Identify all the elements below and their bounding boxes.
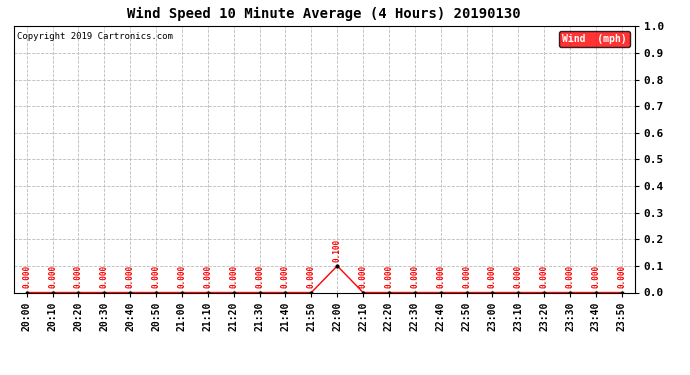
Text: 0.000: 0.000 (307, 265, 316, 288)
Text: 0.000: 0.000 (411, 265, 420, 288)
Text: 0.000: 0.000 (22, 265, 31, 288)
Text: 0.000: 0.000 (540, 265, 549, 288)
Text: 0.000: 0.000 (152, 265, 161, 288)
Text: 0.000: 0.000 (566, 265, 575, 288)
Text: 0.000: 0.000 (48, 265, 57, 288)
Text: 0.000: 0.000 (100, 265, 109, 288)
Text: 0.100: 0.100 (333, 238, 342, 262)
Text: 0.000: 0.000 (177, 265, 186, 288)
Text: 0.000: 0.000 (384, 265, 393, 288)
Text: 0.000: 0.000 (204, 265, 213, 288)
Text: 0.000: 0.000 (591, 265, 600, 288)
Text: 0.000: 0.000 (74, 265, 83, 288)
Text: 0.000: 0.000 (618, 265, 627, 288)
Text: Copyright 2019 Cartronics.com: Copyright 2019 Cartronics.com (17, 32, 172, 40)
Text: 0.000: 0.000 (488, 265, 497, 288)
Text: 0.000: 0.000 (514, 265, 523, 288)
Text: 0.000: 0.000 (359, 265, 368, 288)
Text: Wind Speed 10 Minute Average (4 Hours) 20190130: Wind Speed 10 Minute Average (4 Hours) 2… (128, 7, 521, 21)
Text: 0.000: 0.000 (436, 265, 445, 288)
Text: 0.000: 0.000 (255, 265, 264, 288)
Text: 0.000: 0.000 (229, 265, 238, 288)
Text: 0.000: 0.000 (281, 265, 290, 288)
Legend: Wind  (mph): Wind (mph) (560, 31, 630, 47)
Text: 0.000: 0.000 (462, 265, 471, 288)
Text: 0.000: 0.000 (126, 265, 135, 288)
